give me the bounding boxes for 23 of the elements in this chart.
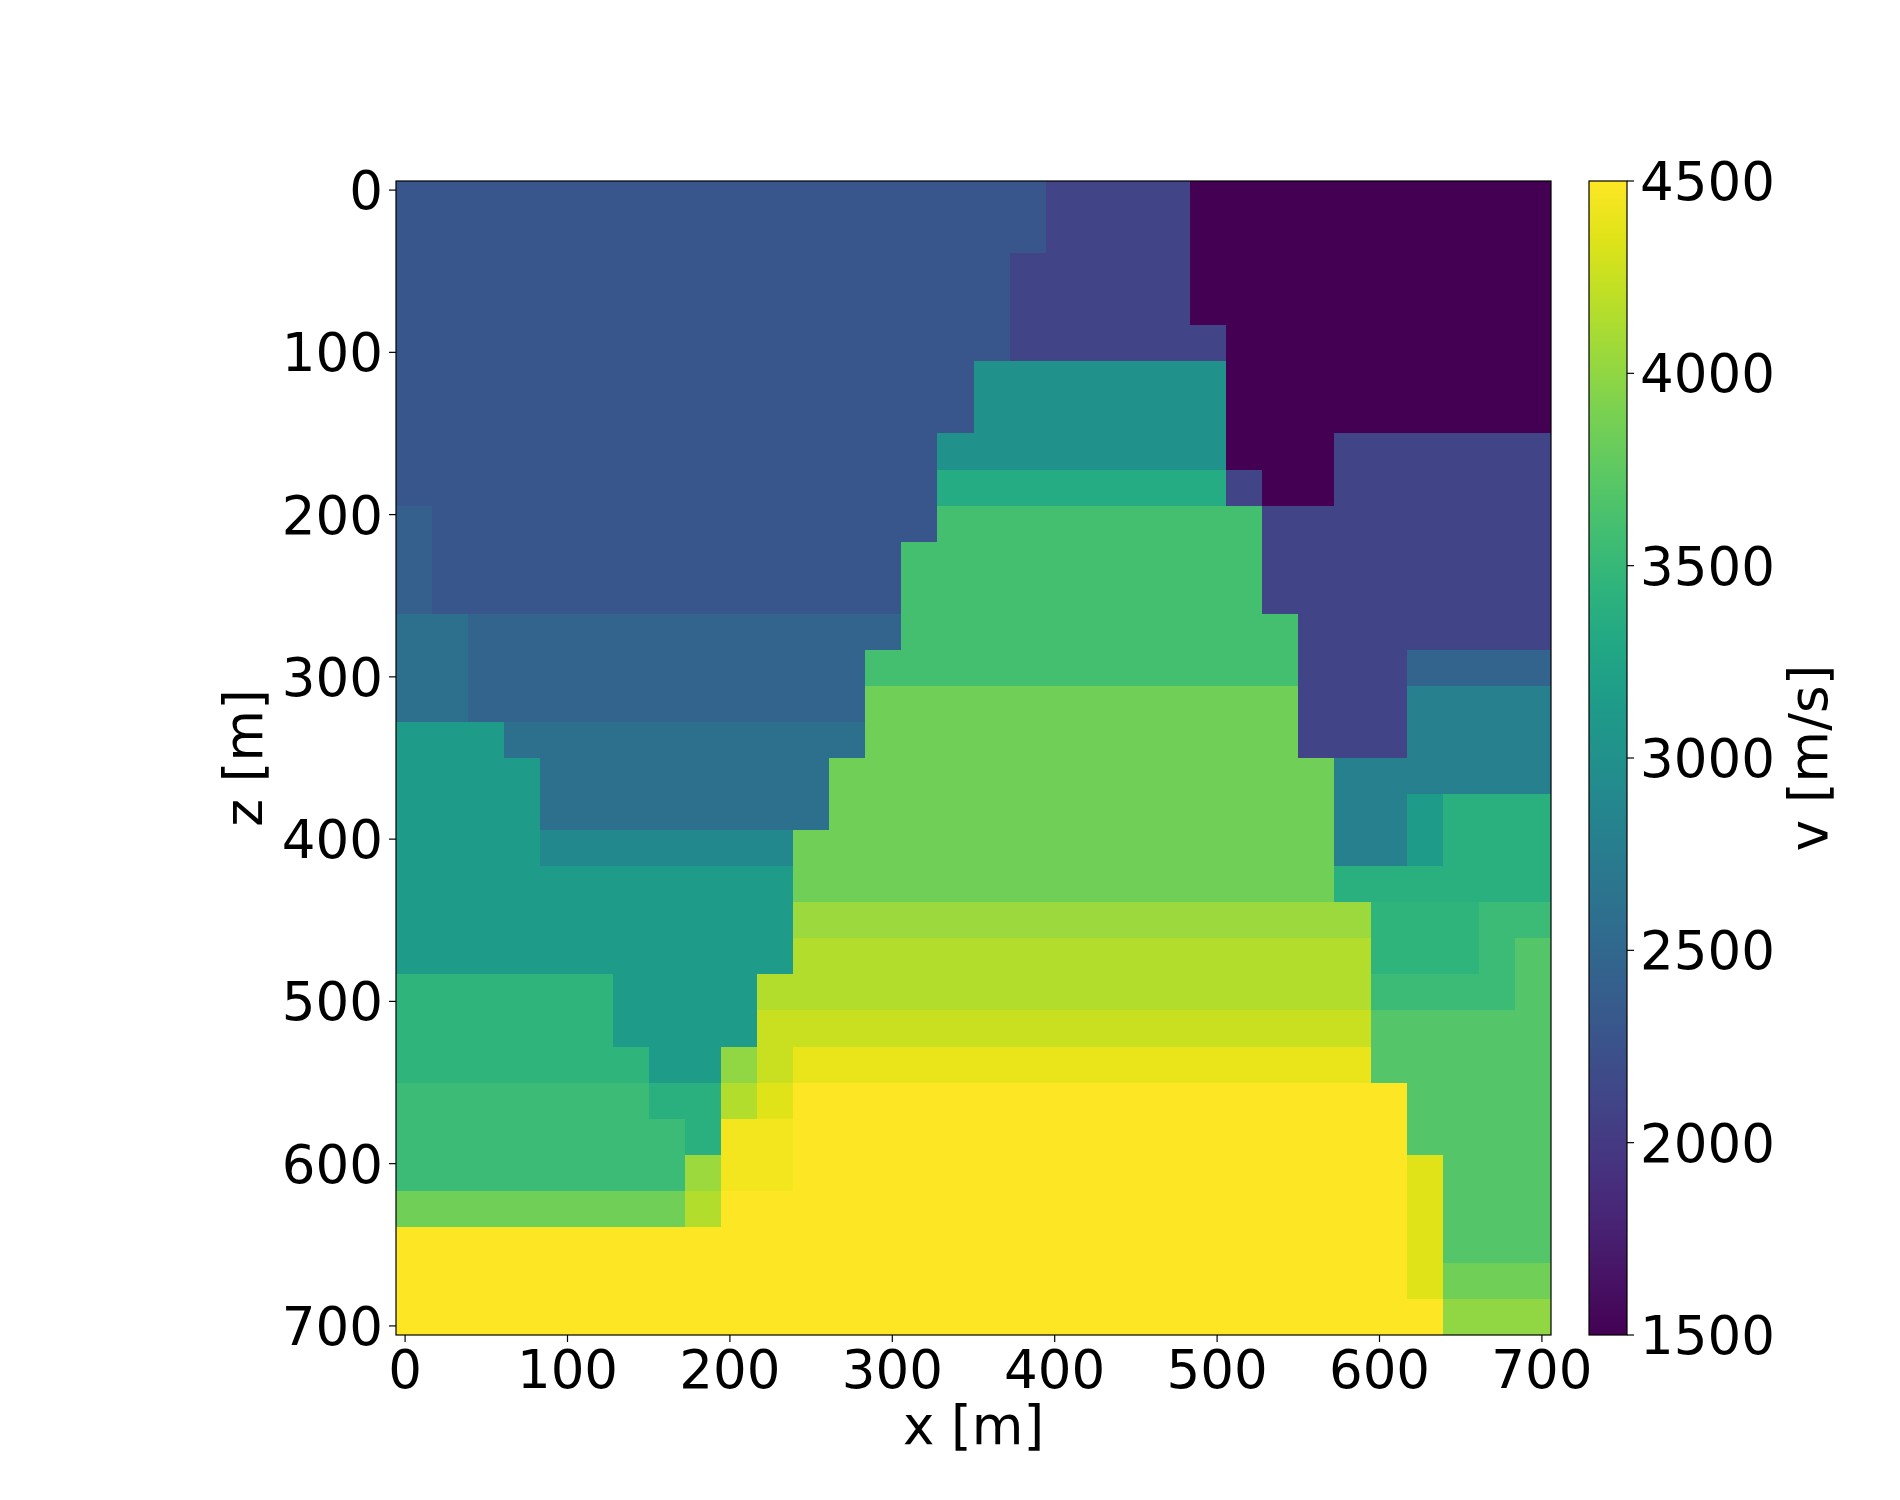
color-bar-label: 2000 [1640, 1112, 1775, 1174]
x-tick-label: 600 [1328, 1339, 1431, 1400]
x-tick-label: 200 [679, 1339, 781, 1400]
x-tick-label: 0 [388, 1339, 422, 1400]
color-bar-label: 2500 [1640, 920, 1775, 982]
color-bar-label: 1500 [1640, 1305, 1775, 1367]
y-tick-label: 300 [281, 646, 383, 708]
y-tick-label: 100 [281, 322, 383, 384]
x-tick-label: 700 [1491, 1339, 1593, 1400]
color-bar-label: 3000 [1640, 728, 1775, 790]
y-tick-label: 400 [281, 809, 383, 871]
x-tick-label: 100 [516, 1339, 619, 1400]
color-bar-label: 3500 [1640, 535, 1775, 597]
y-tick-label: 500 [281, 971, 383, 1033]
y-tick-label: 0 [349, 160, 383, 222]
y-tick-label: 700 [281, 1295, 383, 1357]
x-tick-label: 500 [1166, 1339, 1268, 1400]
color-bar-label: 4000 [1640, 343, 1775, 405]
color-bar-label: 4500 [1640, 151, 1775, 213]
y-tick-label: 600 [281, 1133, 383, 1195]
color-bar-title: v [m/s] [1778, 664, 1839, 852]
y-tick-label: 200 [281, 484, 383, 546]
y-axis-title: z [m] [213, 689, 274, 827]
